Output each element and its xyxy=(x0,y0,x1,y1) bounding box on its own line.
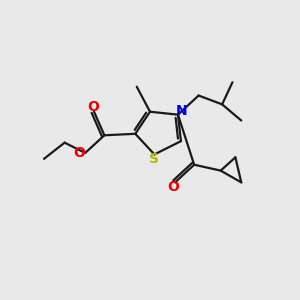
Text: N: N xyxy=(176,104,187,118)
Text: S: S xyxy=(149,152,159,166)
Text: O: O xyxy=(88,100,99,114)
Text: O: O xyxy=(74,146,85,160)
Text: O: O xyxy=(168,180,179,194)
